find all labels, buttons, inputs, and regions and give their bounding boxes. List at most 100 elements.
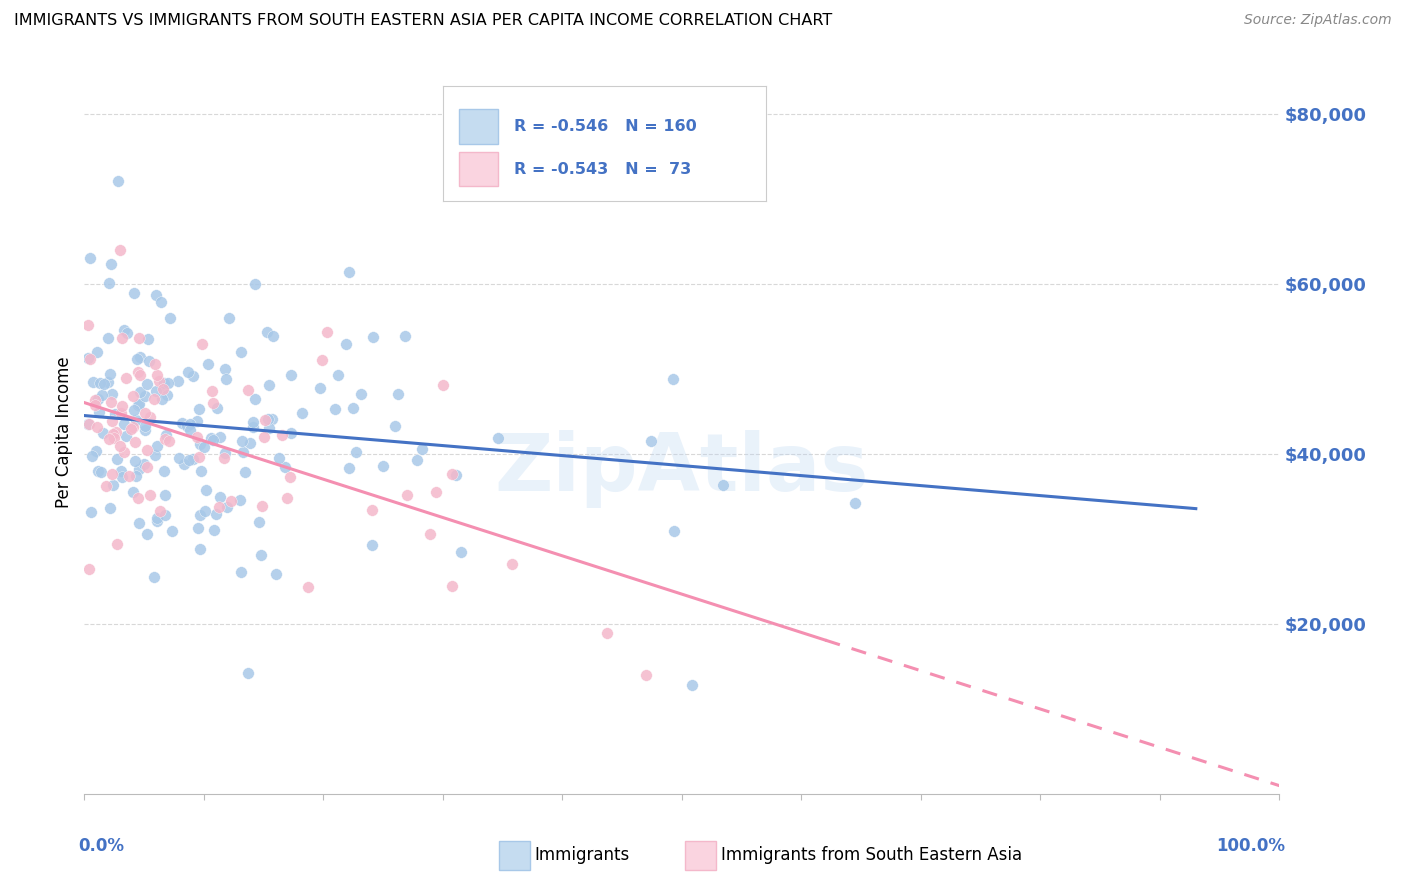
Point: [124, 434, 146, 449]
Point: [111, 331, 134, 345]
Point: [94, 479, 117, 493]
Point: [176, 365, 198, 379]
Point: [396, 488, 419, 502]
Point: [235, 465, 257, 479]
Point: [153, 432, 176, 446]
Point: [98, 368, 121, 382]
Point: [271, 428, 294, 442]
Point: [127, 491, 149, 505]
Point: [193, 440, 215, 454]
Point: [128, 331, 150, 345]
Point: [257, 420, 280, 434]
Point: [145, 288, 167, 302]
Text: Immigrants from South Eastern Asia: Immigrants from South Eastern Asia: [721, 847, 1022, 864]
Point: [87, 392, 110, 406]
Point: [274, 459, 297, 474]
Text: Source: ZipAtlas.com: Source: ZipAtlas.com: [1244, 13, 1392, 28]
Point: [190, 336, 212, 351]
Point: [181, 368, 204, 383]
Point: [335, 337, 357, 351]
Point: [138, 409, 160, 424]
Point: [262, 329, 284, 343]
Point: [124, 454, 146, 468]
Point: [105, 425, 128, 439]
Point: [105, 537, 128, 551]
Point: [202, 433, 225, 447]
Point: [280, 368, 302, 382]
Point: [80, 505, 103, 519]
Point: [146, 440, 169, 454]
Point: [245, 277, 267, 291]
Point: [97, 331, 120, 345]
Point: [384, 418, 406, 433]
Point: [101, 387, 124, 401]
Point: [86, 345, 108, 359]
Point: [127, 398, 149, 412]
Point: [110, 464, 132, 478]
Point: [93, 377, 115, 392]
Point: [208, 500, 231, 514]
Point: [187, 521, 209, 535]
Point: [176, 418, 198, 433]
Point: [101, 467, 124, 482]
Point: [711, 478, 734, 492]
Point: [406, 452, 429, 467]
Point: [208, 430, 231, 444]
Point: [101, 426, 124, 441]
Point: [114, 429, 136, 443]
Point: [242, 415, 264, 429]
Point: [153, 464, 176, 478]
Point: [111, 399, 134, 413]
Point: [152, 382, 174, 396]
Point: [250, 548, 273, 562]
Point: [219, 494, 242, 508]
Point: [136, 332, 159, 346]
Point: [127, 365, 149, 379]
Point: [450, 545, 472, 559]
Point: [90, 466, 112, 480]
Point: [100, 257, 122, 271]
Point: [254, 413, 277, 427]
Point: [200, 431, 222, 445]
Point: [150, 392, 173, 406]
Point: [250, 499, 273, 513]
Point: [77, 417, 100, 431]
Point: [83, 398, 105, 412]
Point: [145, 384, 167, 399]
Point: [195, 483, 218, 498]
Point: [79, 351, 101, 366]
Point: [218, 311, 240, 326]
Point: [87, 464, 110, 478]
Text: Immigrants: Immigrants: [534, 847, 630, 864]
Point: [188, 402, 211, 417]
Point: [238, 383, 260, 397]
Point: [205, 401, 228, 416]
Point: [128, 516, 150, 530]
Point: [159, 434, 181, 449]
Point: [179, 423, 201, 437]
Point: [155, 428, 177, 442]
Point: [201, 395, 224, 409]
Point: [159, 311, 181, 326]
Point: [173, 457, 195, 471]
Point: [194, 503, 217, 517]
Point: [280, 425, 302, 440]
Point: [129, 350, 152, 364]
Point: [91, 425, 114, 440]
Y-axis label: Per Capita Income: Per Capita Income: [55, 357, 73, 508]
Point: [118, 469, 141, 483]
Point: [419, 527, 441, 541]
Point: [128, 396, 150, 410]
Point: [136, 376, 159, 391]
Point: [215, 372, 238, 386]
Point: [344, 445, 367, 459]
Point: [217, 500, 239, 514]
Point: [337, 461, 360, 475]
Point: [167, 375, 190, 389]
Point: [136, 527, 159, 541]
Point: [197, 357, 219, 371]
Point: [82, 376, 104, 390]
Point: [432, 378, 454, 392]
Point: [89, 376, 111, 390]
Point: [371, 458, 394, 473]
